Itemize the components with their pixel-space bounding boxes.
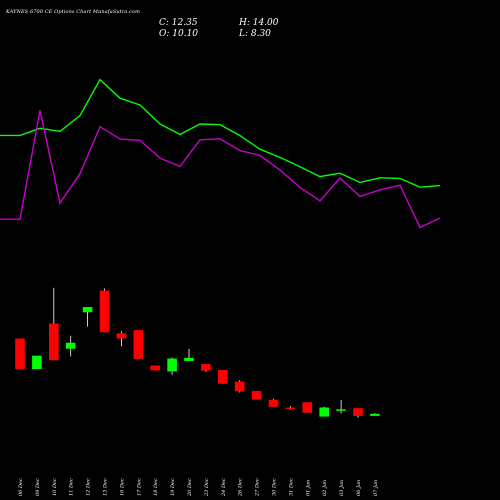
candle-body bbox=[336, 409, 346, 411]
low-value: L: 8.30 bbox=[239, 29, 271, 39]
candle-body bbox=[370, 413, 380, 416]
x-tick-label: 06 Jan bbox=[356, 480, 362, 496]
candle bbox=[65, 335, 76, 357]
x-tick-label: 30 Dec bbox=[272, 478, 278, 496]
candle bbox=[302, 402, 313, 413]
candle-body bbox=[201, 364, 211, 371]
candle bbox=[251, 391, 262, 400]
candle-body bbox=[268, 399, 279, 407]
candle-body bbox=[49, 323, 59, 361]
candle-body bbox=[285, 407, 296, 409]
candle-body bbox=[133, 330, 144, 359]
open-value: O: 10.10 bbox=[159, 29, 199, 39]
candle bbox=[319, 406, 329, 417]
candle bbox=[99, 288, 110, 333]
x-tick-label: 24 Dec bbox=[221, 478, 227, 497]
high-value: H: 14.00 bbox=[239, 18, 279, 28]
x-tick-label: 23 Dec bbox=[204, 478, 210, 497]
candle bbox=[336, 400, 346, 414]
candles bbox=[15, 287, 380, 418]
x-tick-label: 03 Jan bbox=[339, 480, 345, 496]
candle-body bbox=[32, 355, 42, 369]
indicator-line-1 bbox=[0, 78, 441, 188]
candle-body bbox=[82, 307, 93, 313]
candle-body bbox=[15, 338, 25, 369]
x-tick-label: 01 Jan bbox=[305, 480, 311, 496]
candle-body bbox=[234, 381, 245, 392]
x-tick-label: 17 Dec bbox=[136, 478, 142, 496]
candle bbox=[184, 349, 194, 361]
x-tick-label: 26 Dec bbox=[238, 478, 244, 497]
x-tick-label: 20 Dec bbox=[187, 478, 193, 497]
candle bbox=[32, 355, 42, 369]
candle bbox=[167, 357, 177, 375]
x-axis-labels: 06 Dec 09 Dec 10 Dec 11 Dec 12 Dec 13 Dec 16 D… bbox=[18, 478, 379, 497]
candle-body bbox=[184, 357, 194, 361]
x-tick-label: 06 Dec bbox=[18, 478, 24, 496]
x-tick-label: 13 Dec bbox=[103, 478, 109, 496]
x-tick-label: 19 Dec bbox=[170, 478, 176, 496]
candle bbox=[268, 398, 279, 407]
x-tick-label: 16 Dec bbox=[119, 478, 125, 496]
x-tick-label: 12 Dec bbox=[86, 478, 92, 496]
candle bbox=[201, 364, 211, 372]
candle bbox=[49, 287, 59, 361]
candle bbox=[218, 370, 228, 385]
indicator-lines bbox=[0, 78, 441, 229]
x-tick-label: 31 Dec bbox=[288, 478, 294, 496]
candle bbox=[133, 330, 144, 359]
candle-body bbox=[218, 370, 228, 384]
candle-body bbox=[65, 342, 76, 349]
x-tick-label: 09 Dec bbox=[35, 478, 41, 496]
candle-body bbox=[167, 358, 177, 372]
candle-body bbox=[116, 333, 127, 339]
candle bbox=[370, 413, 380, 416]
close-value: C: 12.35 bbox=[159, 18, 198, 28]
candle-body bbox=[353, 408, 363, 416]
candle-body bbox=[150, 365, 160, 371]
x-tick-label: 27 Dec bbox=[255, 478, 261, 497]
candle bbox=[116, 331, 127, 347]
x-tick-label: 11 Dec bbox=[69, 478, 75, 496]
candle bbox=[353, 408, 363, 418]
candle-body bbox=[302, 402, 313, 413]
chart-title: KAYNES 6700 CE Options Chart MunafaSutra… bbox=[6, 9, 140, 15]
candle bbox=[82, 307, 93, 327]
candle-body bbox=[99, 290, 110, 333]
candle-body bbox=[251, 391, 262, 400]
candle bbox=[285, 406, 296, 410]
x-tick-label: 18 Dec bbox=[153, 478, 159, 496]
candle-body bbox=[319, 407, 329, 417]
candle bbox=[15, 338, 25, 369]
x-tick-label: 07 Jan bbox=[373, 480, 379, 496]
x-tick-label: 02 Jan bbox=[322, 480, 328, 496]
candle bbox=[150, 365, 160, 371]
indicator-line-2 bbox=[0, 110, 441, 229]
x-tick-label: 10 Dec bbox=[52, 478, 58, 496]
candle bbox=[234, 380, 245, 393]
